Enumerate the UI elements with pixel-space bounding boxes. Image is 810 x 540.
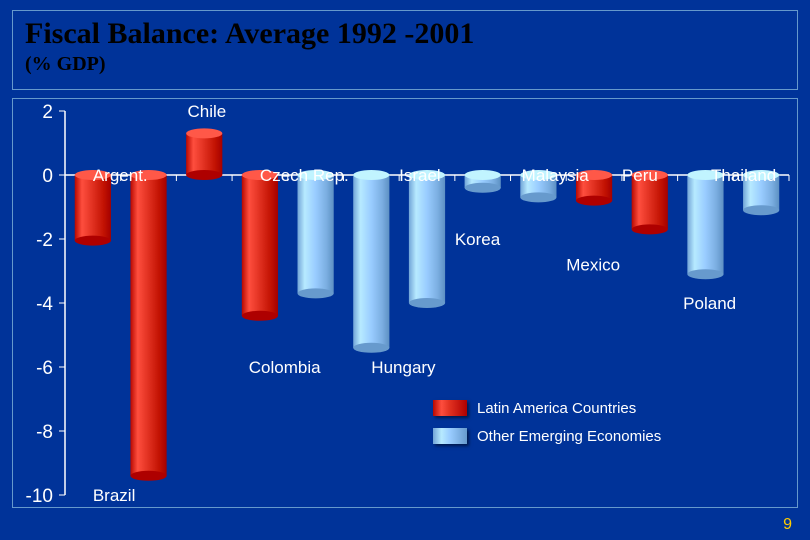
chart-subtitle: (% GDP) <box>25 53 785 76</box>
bar-label: Brazil <box>93 486 136 505</box>
svg-text:-2: -2 <box>36 230 53 251</box>
bar-label: Mexico <box>566 256 620 275</box>
bar-label: Peru <box>622 166 658 185</box>
bar-label: Thailand <box>711 166 776 185</box>
legend-swatch-latin <box>433 400 467 416</box>
bar-label: Malaysia <box>522 166 590 185</box>
bar-label: Korea <box>455 230 501 249</box>
svg-text:2: 2 <box>42 102 53 123</box>
page-number: 9 <box>783 516 792 534</box>
bar-label: Czech Rep. <box>260 166 349 185</box>
svg-text:0: 0 <box>42 166 53 187</box>
bar-label: Chile <box>188 102 227 121</box>
bar-label: Hungary <box>371 358 436 377</box>
legend-item-latin: Latin America Countries <box>433 399 636 417</box>
bar-label: Argent. <box>93 166 148 185</box>
legend-swatch-emerging <box>433 428 467 444</box>
chart-title: Fiscal Balance: Average 1992 -2001 <box>25 17 785 51</box>
legend-item-emerging: Other Emerging Economies <box>433 427 661 445</box>
bar-chart: 2 0 -2 -4 -6 -8 -10 Argent. Brazil Chile Colombia C… <box>13 99 799 509</box>
chart-container: 2 0 -2 -4 -6 -8 -10 Argent. Brazil Chile Colombia C… <box>12 98 798 508</box>
svg-text:-6: -6 <box>36 358 53 379</box>
bar-label: Poland <box>683 294 736 313</box>
bar-label: Israel <box>399 166 441 185</box>
bar-label: Colombia <box>249 358 321 377</box>
svg-text:-8: -8 <box>36 422 53 443</box>
svg-text:-4: -4 <box>36 294 53 315</box>
legend-label-emerging: Other Emerging Economies <box>477 428 661 445</box>
legend-label-latin: Latin America Countries <box>477 400 636 417</box>
title-box: Fiscal Balance: Average 1992 -2001 (% GD… <box>12 10 798 90</box>
svg-text:-10: -10 <box>26 486 53 507</box>
